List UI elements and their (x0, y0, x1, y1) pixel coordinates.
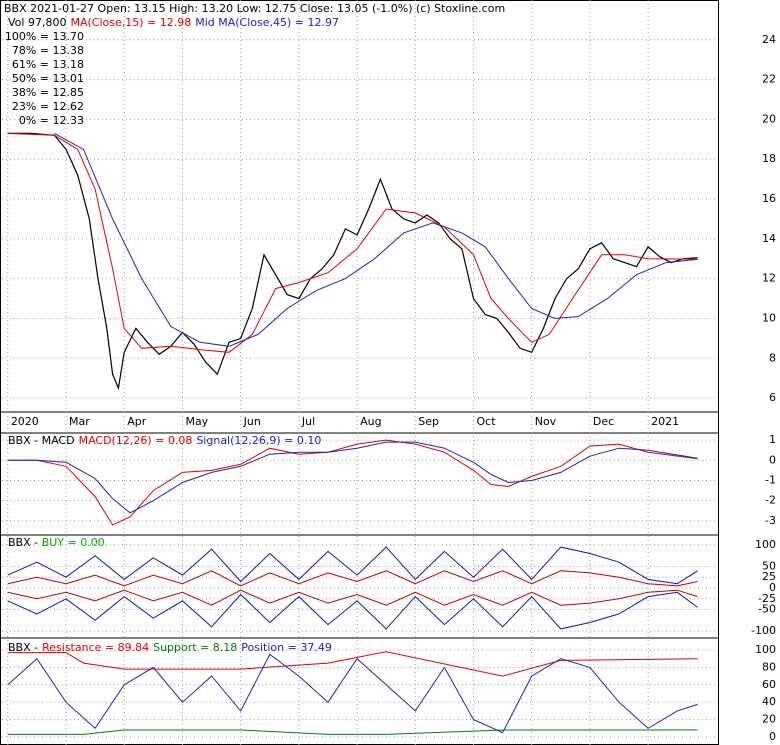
y-tick-label: 25 (762, 570, 776, 583)
panel-title: BBX - (8, 536, 38, 549)
y-tick-label: 100 (755, 643, 776, 656)
y-tick-label: 20 (762, 112, 776, 125)
series-line (7, 132, 698, 353)
y-tick-label: 0 (769, 581, 776, 594)
x-tick-label: Jun (243, 415, 261, 428)
y-tick-label: 10 (762, 311, 776, 324)
legend-entry: Support = 8.18 (153, 641, 237, 654)
y-tick-label: 16 (762, 192, 776, 205)
y-tick-label: 18 (762, 152, 776, 165)
fib-level: 23% = 12.62 (12, 100, 84, 113)
x-tick-label: Mar (69, 415, 90, 428)
y-tick-label: -1 (765, 473, 776, 486)
legend-entry: Position = 37.49 (241, 641, 332, 654)
x-tick-label: Apr (127, 415, 147, 428)
legend: BBX - BUY = 0.00 (8, 536, 105, 549)
x-tick-label: Aug (360, 415, 381, 428)
y-tick-label: -25 (758, 592, 776, 605)
y-tick-label: 14 (762, 232, 776, 245)
series-line (7, 570, 698, 587)
series-line (7, 591, 698, 630)
x-tick-label: May (185, 415, 208, 428)
y-tick-label: 50 (762, 559, 776, 572)
fib-level: 61% = 13.18 (12, 58, 84, 71)
legend: Vol 97,800 MA(Close,15) = 12.98 Mid MA(Clo… (8, 16, 339, 29)
fib-level: 38% = 12.85 (12, 86, 84, 99)
x-tick-label: Jul (301, 415, 315, 428)
y-tick-label: 0 (769, 453, 776, 466)
legend-entry: Signal(12,26,9) = 0.10 (196, 434, 321, 447)
x-tick-label: Sep (418, 415, 439, 428)
series-line (7, 441, 698, 514)
y-tick-label: -2 (765, 494, 776, 507)
y-tick-label: 60 (762, 678, 776, 691)
frame (0, 0, 719, 745)
legend: BBX - MACD MACD(12,26) = 0.08 Signal(12,26… (8, 434, 321, 447)
series-line (54, 132, 698, 347)
y-tick-label: -50 (758, 603, 776, 616)
x-tick-label: Dec (593, 415, 614, 428)
x-tick-label: Nov (535, 415, 557, 428)
fib-level: 50% = 13.01 (12, 72, 84, 85)
y-tick-label: -3 (765, 514, 776, 527)
fib-level: 0% = 12.33 (19, 114, 84, 127)
series-line (7, 651, 698, 677)
y-tick-label: 1 (769, 433, 776, 446)
y-tick-label: 8 (769, 351, 776, 364)
y-tick-label: 22 (762, 73, 776, 86)
y-tick-label: 12 (762, 272, 776, 285)
x-tick-label: 2021 (651, 415, 679, 428)
series-line (7, 439, 698, 526)
y-tick-label: 24 (762, 33, 776, 46)
panel-title: BBX - MACD (8, 434, 75, 447)
legend-entry: MA(Close,15) = 12.98 (70, 16, 191, 29)
fib-level: 78% = 13.38 (12, 44, 84, 57)
indicator-label: BUY = 0.00 (42, 536, 105, 549)
legend-entry: MACD(12,26) = 0.08 (79, 434, 193, 447)
series-line (7, 132, 698, 391)
y-tick-label: 40 (762, 695, 776, 708)
series-line (7, 653, 698, 734)
y-tick-label: -100 (751, 624, 776, 637)
x-tick-label: 2020 (11, 415, 39, 428)
series-line (7, 729, 698, 735)
chart-title: BBX 2021-01-27 Open: 13.15 High: 13.20 L… (4, 2, 505, 15)
y-tick-label: 6 (769, 391, 776, 404)
panel-title: BBX - (8, 641, 38, 654)
legend-entry: Mid MA(Close,45) = 12.97 (195, 16, 339, 29)
x-tick-label: Oct (477, 415, 497, 428)
series-line (7, 589, 698, 606)
legend: BBX - Resistance = 89.84 Support = 8.18 Pos… (8, 641, 332, 654)
y-tick-label: 80 (762, 660, 776, 673)
y-tick-label: 0 (769, 730, 776, 743)
fib-level: 100% = 13.70 (5, 30, 84, 43)
series-line (7, 546, 698, 585)
legend-entry: Resistance = 89.84 (42, 641, 149, 654)
y-tick-label: 20 (762, 713, 776, 726)
y-tick-label: 100 (755, 538, 776, 551)
volume-label: Vol 97,800 (8, 16, 66, 29)
